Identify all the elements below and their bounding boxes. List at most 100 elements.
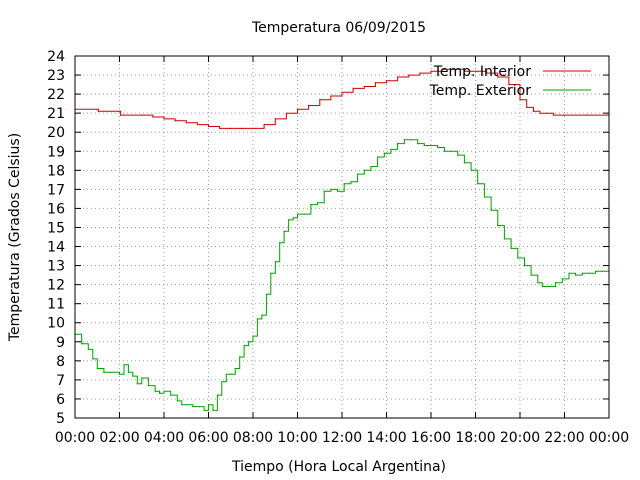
data-point bbox=[517, 257, 519, 259]
y-tick-label: 22 bbox=[47, 87, 65, 103]
data-point bbox=[136, 383, 138, 385]
data-point bbox=[221, 381, 223, 383]
y-tick-label: 11 bbox=[47, 297, 65, 313]
y-tick-labels: 5 6 7 8 9 10 11 12 13 14 15 16 17 18 19 20 21 22 23 24 bbox=[47, 49, 65, 427]
data-point bbox=[352, 87, 354, 89]
x-tick-label: 20:00 bbox=[500, 430, 540, 446]
y-tick-label: 5 bbox=[56, 411, 65, 427]
data-point bbox=[207, 125, 210, 128]
y-tick-label: 16 bbox=[47, 201, 65, 217]
data-point bbox=[474, 70, 477, 72]
data-point bbox=[185, 122, 187, 124]
x-tick-label: 02:00 bbox=[99, 430, 139, 446]
data-point bbox=[283, 230, 285, 232]
y-tick-label: 7 bbox=[56, 373, 65, 389]
data-point bbox=[601, 270, 603, 272]
data-point bbox=[561, 278, 563, 280]
y-tick-label: 19 bbox=[47, 144, 65, 160]
data-point bbox=[497, 76, 499, 78]
data-point bbox=[87, 348, 89, 350]
data-point bbox=[530, 274, 532, 276]
y-tick-label: 18 bbox=[47, 163, 65, 179]
data-point bbox=[408, 74, 410, 76]
data-point bbox=[216, 394, 218, 396]
x-axis-label: Tiempo (Hora Local Argentina) bbox=[231, 459, 446, 475]
data-point bbox=[463, 70, 465, 72]
data-point bbox=[120, 114, 122, 116]
y-tick-label: 9 bbox=[56, 335, 65, 351]
x-tick-label: 06:00 bbox=[188, 430, 228, 446]
data-point bbox=[419, 72, 421, 74]
data-point bbox=[147, 385, 149, 387]
data-point bbox=[261, 314, 263, 316]
data-point bbox=[397, 143, 399, 145]
data-point bbox=[463, 162, 465, 164]
series-line-interior bbox=[75, 68, 609, 129]
x-tick-label: 14:00 bbox=[366, 430, 406, 446]
data-point bbox=[196, 124, 198, 126]
data-point bbox=[230, 127, 232, 129]
data-point bbox=[96, 367, 98, 370]
data-point bbox=[270, 272, 272, 274]
data-point bbox=[563, 114, 566, 116]
data-point bbox=[303, 213, 305, 215]
x-tick-label: 22:00 bbox=[544, 430, 584, 446]
data-point bbox=[383, 152, 385, 154]
data-point bbox=[417, 143, 419, 145]
data-point bbox=[452, 68, 454, 70]
data-point bbox=[532, 110, 535, 112]
data-point bbox=[296, 213, 299, 215]
data-point bbox=[241, 127, 243, 129]
x-tick-label: 08:00 bbox=[233, 430, 273, 446]
x-tick-label: 12:00 bbox=[322, 430, 362, 446]
data-point bbox=[243, 345, 245, 347]
data-point bbox=[239, 356, 241, 358]
data-point bbox=[330, 188, 332, 190]
data-point bbox=[81, 343, 83, 345]
data-point bbox=[92, 358, 94, 360]
data-point bbox=[523, 265, 526, 267]
data-point bbox=[337, 190, 339, 192]
data-point bbox=[132, 375, 134, 377]
data-point bbox=[96, 108, 98, 110]
data-point bbox=[503, 238, 505, 240]
y-tick-label: 14 bbox=[47, 240, 65, 256]
data-point bbox=[450, 150, 452, 152]
data-point bbox=[296, 108, 299, 110]
data-point bbox=[225, 373, 227, 375]
y-tick-label: 15 bbox=[47, 220, 65, 236]
data-point bbox=[219, 127, 221, 129]
data-point bbox=[118, 110, 121, 112]
data-point bbox=[385, 80, 388, 82]
legend-label: Temp. Exterior bbox=[429, 83, 532, 99]
x-tick-label: 04:00 bbox=[144, 430, 184, 446]
data-point bbox=[192, 406, 194, 408]
data-point bbox=[526, 106, 528, 108]
data-point bbox=[343, 183, 345, 185]
y-axis-label: Temperatura (Grados Celsius) bbox=[7, 133, 23, 342]
data-point bbox=[97, 110, 99, 112]
data-point bbox=[279, 242, 281, 244]
data-point bbox=[410, 139, 412, 141]
data-point bbox=[308, 104, 310, 107]
data-point bbox=[397, 76, 399, 78]
data-point bbox=[207, 404, 210, 406]
data-point bbox=[123, 364, 125, 366]
y-tick-label: 12 bbox=[47, 278, 65, 294]
data-point bbox=[159, 392, 161, 394]
data-point bbox=[285, 112, 287, 114]
y-tick-label: 20 bbox=[47, 125, 65, 141]
data-point bbox=[256, 318, 258, 320]
data-point bbox=[127, 371, 129, 373]
data-point bbox=[265, 293, 267, 295]
data-point bbox=[170, 394, 172, 396]
data-point bbox=[595, 270, 597, 272]
data-point bbox=[486, 72, 488, 74]
data-point bbox=[477, 183, 479, 185]
x-tick-labels: 00:00 02:00 04:00 06:00 08:00 10:00 12:00 14:00… bbox=[55, 430, 629, 446]
data-point bbox=[390, 148, 392, 150]
legend: Temp. Interior Temp. Exterior bbox=[429, 64, 591, 99]
data-point bbox=[174, 120, 176, 122]
data-point bbox=[552, 114, 555, 116]
